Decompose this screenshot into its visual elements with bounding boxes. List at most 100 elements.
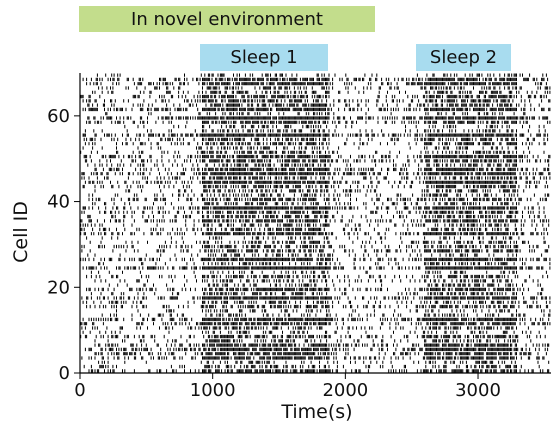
cell-spike-row [108,283,541,287]
spike-marks [94,352,547,356]
cell-spike-row [88,197,547,202]
y-tick-label: 20 [47,277,70,298]
cell-spike-row [87,163,550,167]
sleep-2-band: Sleep 2 [416,44,511,71]
cell-spike-row [82,330,540,334]
cell-spike-row [81,249,549,253]
cell-spike-row [94,279,539,283]
cell-spike-row [84,159,550,163]
spike-marks [87,214,546,219]
cell-spike-row [94,343,550,347]
spike-marks [98,86,551,90]
cell-spike-row [83,364,540,369]
spike-marks [82,77,549,82]
spike-marks [82,99,551,103]
cell-spike-row [88,369,550,373]
spike-marks [81,296,551,300]
spike-marks [82,206,545,210]
spike-marks [94,279,539,283]
cell-spike-row [87,116,549,120]
x-tick-label: 1000 [190,380,236,401]
cell-spike-row [82,317,550,322]
cell-spike-row [84,129,546,133]
cell-spike-row [94,189,525,193]
spike-marks [81,210,545,214]
cell-spike-row [105,112,526,116]
cell-spike-row [80,232,549,236]
cell-spike-row [87,103,540,107]
cell-spike-row [80,334,546,339]
cell-spike-row [80,223,550,227]
cell-spike-row [80,227,547,232]
spike-marks [89,240,546,244]
spike-marks [98,262,551,266]
cell-spike-row [81,244,550,249]
spike-marks [90,292,543,296]
spike-marks [108,283,541,287]
cell-spike-row [86,82,547,86]
sleep-1-band: Sleep 1 [200,44,328,71]
sleep-1-label: Sleep 1 [230,47,298,68]
spike-marks [86,82,547,86]
novel-environment-band: In novel environment [79,6,375,32]
spike-marks [82,107,551,112]
spike-marks [94,189,525,193]
sleep-2-label: Sleep 2 [429,47,498,68]
spike-marks [87,116,549,120]
spike-raster-area [80,73,551,373]
spike-marks [96,73,547,77]
cell-spike-row [81,172,551,176]
spike-marks [81,172,551,176]
spike-marks [80,334,546,339]
cell-spike-row [80,219,550,223]
spike-marks [101,313,551,317]
spike-marks [80,232,549,236]
spike-marks [82,184,549,189]
spike-marks [80,257,551,262]
spike-marks [82,300,551,304]
cell-spike-row [92,202,539,206]
spike-marks [82,317,550,322]
spike-marks [82,146,529,150]
cell-spike-row [94,167,550,172]
x-tick-label: 0 [74,380,85,401]
cell-spike-row [80,150,545,154]
spike-marks [81,326,546,330]
spike-marks [83,137,549,142]
cell-spike-row [96,73,547,77]
cell-spike-row [87,214,546,219]
spike-marks [80,150,545,154]
cell-spike-row [124,124,545,129]
cell-spike-row [86,120,551,124]
spike-marks [87,103,540,107]
y-axis-label: Cell ID [10,201,32,263]
spike-marks [92,90,551,94]
cell-spike-row [80,322,551,326]
spike-marks [124,124,545,129]
spike-marks [80,322,551,326]
cell-spike-row [83,154,551,159]
spike-marks [83,364,540,369]
cell-spike-row [82,146,529,150]
spike-marks [86,287,544,292]
spike-marks [90,270,547,274]
spike-marks [80,223,550,227]
cell-spike-row [81,326,546,330]
spike-marks [81,176,551,180]
cell-spike-row [82,206,545,210]
cell-spike-row [82,77,549,82]
spike-marks [92,202,539,206]
cell-spike-row [82,266,551,270]
y-tick-label: 40 [47,192,70,213]
cell-spike-row [89,240,546,244]
spike-marks [88,369,550,373]
spike-marks [116,309,551,313]
cell-spike-row [86,236,545,240]
cell-spike-row [81,176,551,180]
spike-marks [81,356,545,360]
spike-marks [94,339,532,343]
spike-marks [88,197,547,202]
cell-spike-row [86,287,544,292]
cell-spike-row [82,133,549,137]
